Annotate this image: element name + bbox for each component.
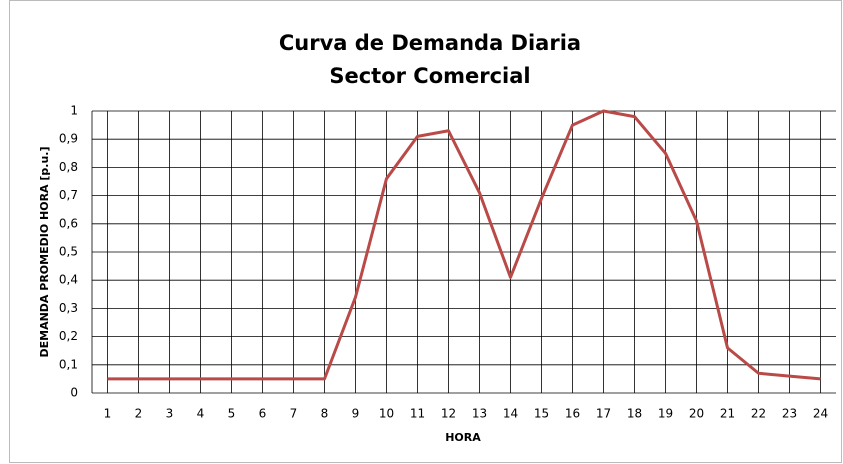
x-tick-label: 24 <box>813 407 828 421</box>
x-tick-label: 9 <box>352 407 360 421</box>
y-tick-label: 0,5 <box>59 245 78 259</box>
x-tick-label: 13 <box>472 407 487 421</box>
x-tick-label: 5 <box>228 407 236 421</box>
x-axis-title: HORA <box>445 431 481 444</box>
y-tick-label: 0 <box>70 386 78 400</box>
y-tick-label: 0,3 <box>59 301 78 315</box>
x-tick-label: 12 <box>441 407 456 421</box>
x-tick-label: 17 <box>596 407 611 421</box>
x-tick-label: 20 <box>689 407 704 421</box>
x-tick-label: 7 <box>290 407 298 421</box>
chart-subtitle: Sector Comercial <box>329 64 530 88</box>
x-tick-label: 3 <box>166 407 174 421</box>
y-tick-label: 0,1 <box>59 357 78 371</box>
x-tick-label: 18 <box>627 407 642 421</box>
y-axis-title: DEMANDA PROMEDIO HORA [p.u.] <box>38 146 51 357</box>
y-tick-label: 0,6 <box>59 216 78 230</box>
x-tick-label: 22 <box>751 407 766 421</box>
y-tick-label: 0,4 <box>59 273 78 287</box>
y-tick-label: 0,7 <box>59 188 78 202</box>
x-tick-label: 11 <box>410 407 425 421</box>
x-tick-label: 14 <box>503 407 518 421</box>
x-tick-label: 6 <box>259 407 267 421</box>
chart-title: Curva de Demanda Diaria <box>279 31 581 55</box>
x-tick-label: 23 <box>782 407 797 421</box>
x-tick-label: 10 <box>379 407 394 421</box>
data-line <box>107 109 821 381</box>
x-tick-label: 1 <box>104 407 112 421</box>
x-tick-label: 16 <box>565 407 580 421</box>
x-tick-label: 4 <box>197 407 205 421</box>
x-tick-label: 19 <box>658 407 673 421</box>
x-tick-label: 2 <box>135 407 143 421</box>
y-tick-label: 0,9 <box>59 132 78 146</box>
chart-frame <box>9 0 842 463</box>
y-tick-label: 0,8 <box>59 160 78 174</box>
y-tick-label: 1 <box>70 104 78 118</box>
x-tick-label: 8 <box>321 407 329 421</box>
x-tick-label: 15 <box>534 407 549 421</box>
y-tick-label: 0,2 <box>59 329 78 343</box>
x-tick-label: 21 <box>720 407 735 421</box>
